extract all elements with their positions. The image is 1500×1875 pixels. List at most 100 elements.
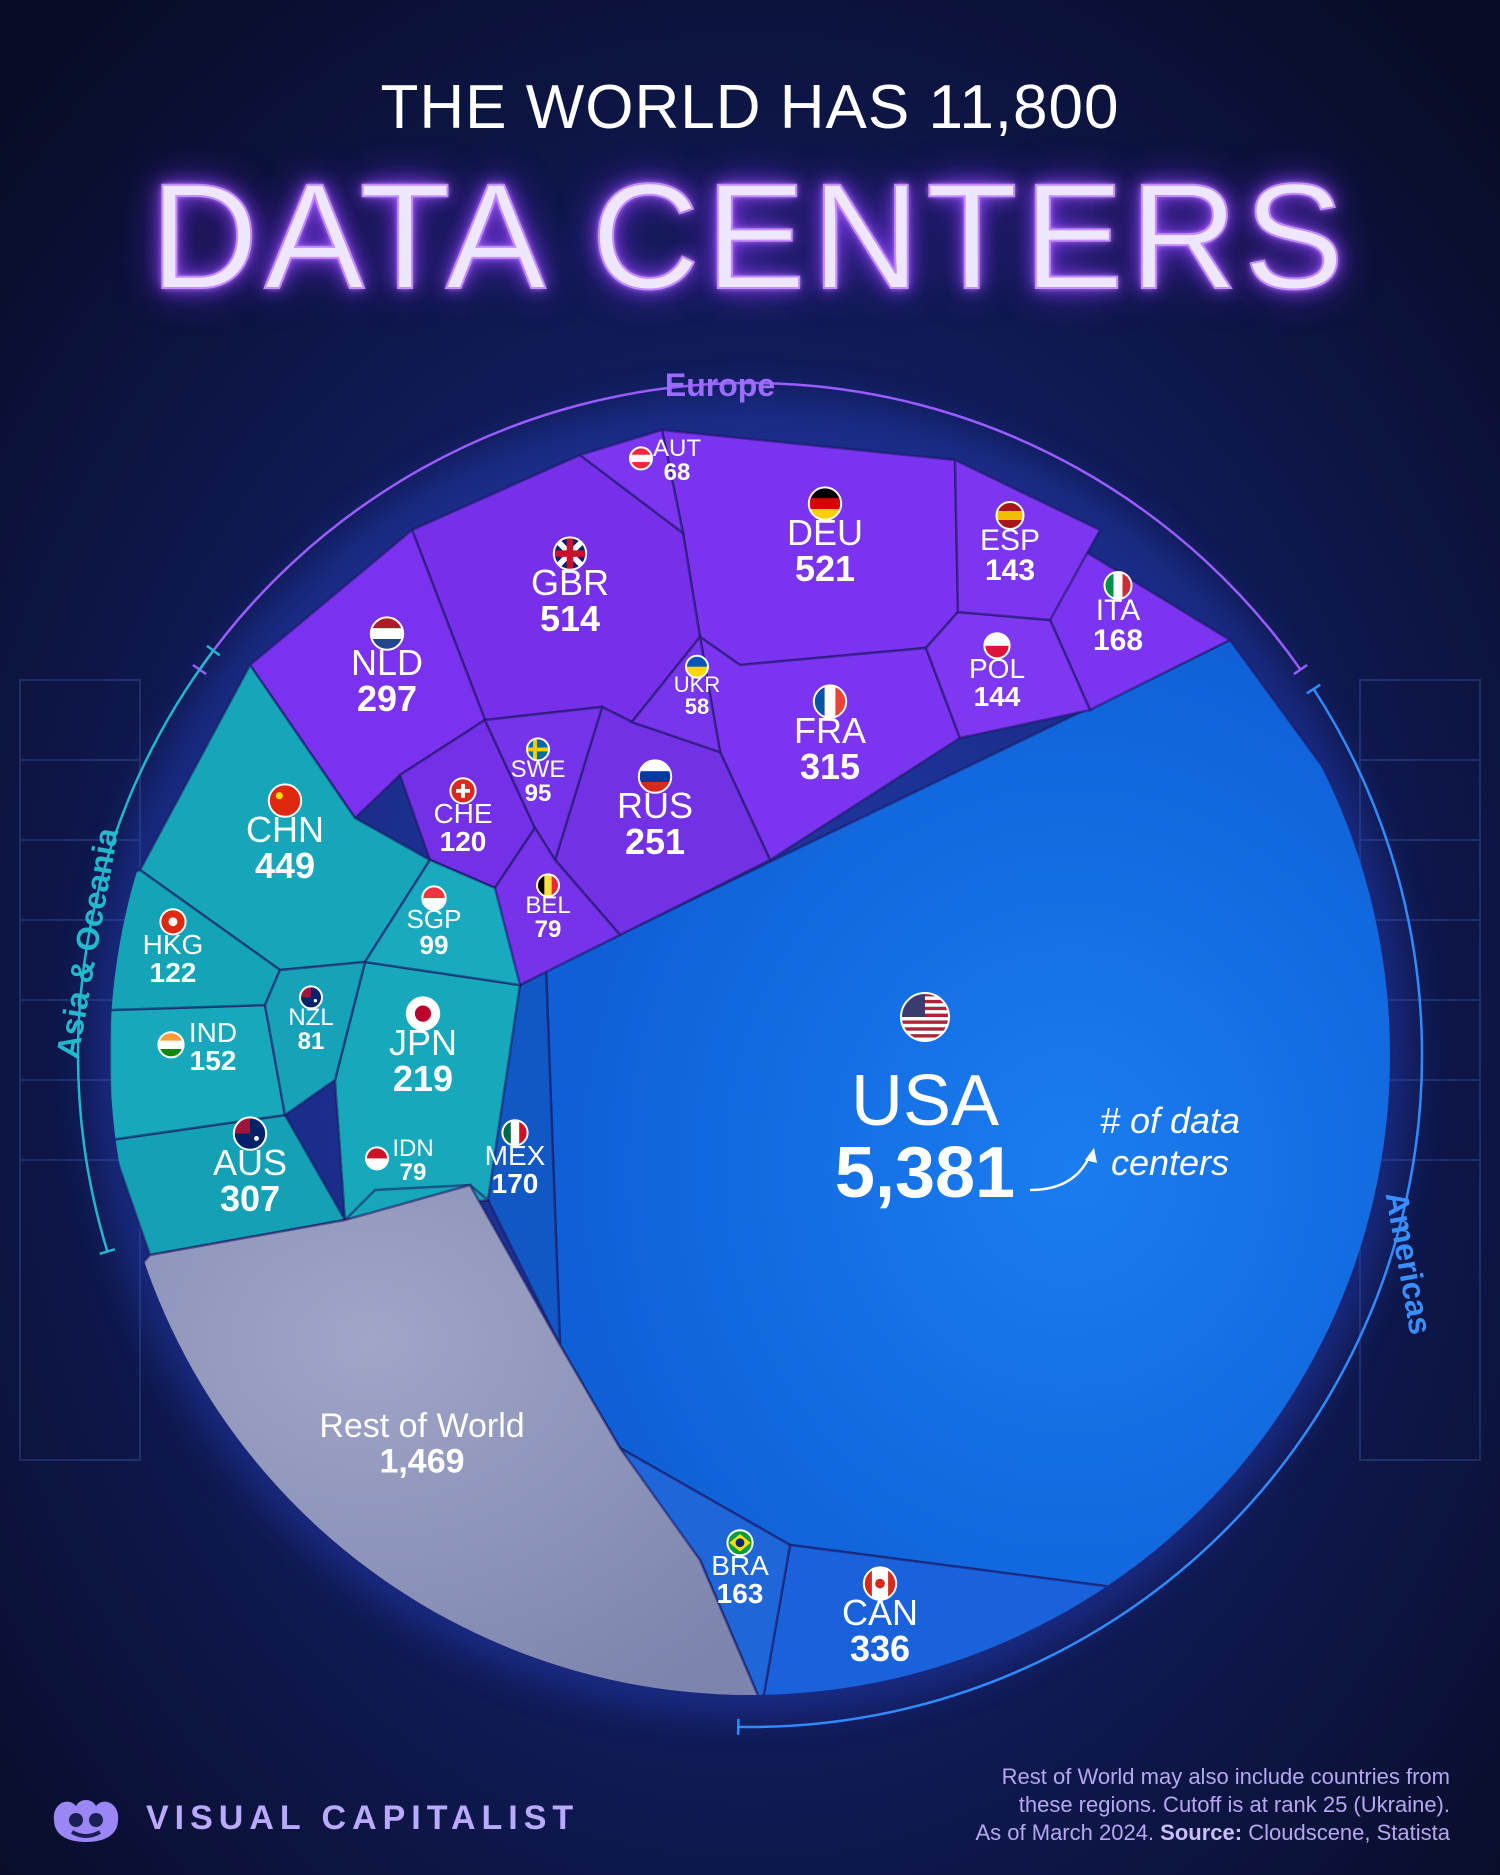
germany-flag-icon — [807, 486, 843, 521]
switzerland-flag-icon — [449, 777, 477, 805]
us-flag-icon — [900, 992, 950, 1042]
hong-kong-flag-icon — [159, 908, 187, 936]
label-value-ind: 152 — [190, 1045, 237, 1076]
cell-aut — [577, 428, 685, 536]
label-code-rus: RUS — [617, 785, 693, 826]
label-code-gbr: GBR — [531, 562, 609, 603]
label-value-hkg: 122 — [150, 957, 197, 988]
label-value-bel: 79 — [535, 916, 562, 943]
japan-flag-icon — [405, 996, 441, 1031]
australia-flag-icon — [232, 1116, 268, 1151]
canada-flag-icon — [862, 1566, 898, 1601]
label-value-nzl: 81 — [298, 1028, 325, 1055]
footnote-line-2: these regions. Cutoff is at rank 25 (Ukr… — [1018, 1792, 1450, 1817]
label-code-hkg: HKG — [143, 929, 204, 960]
singapore-flag-icon — [421, 885, 447, 911]
label-value-sgp: 99 — [420, 930, 449, 960]
label-code-ita: ITA — [1096, 594, 1140, 627]
region-arc-asia-oceania — [76, 649, 215, 1252]
cell-sgp — [362, 858, 522, 987]
label-code-sgp: SGP — [407, 904, 462, 934]
footnote: Rest of World may also include countries… — [890, 1763, 1451, 1847]
label-value-rus: 251 — [625, 821, 685, 862]
label-value-pol: 144 — [974, 681, 1021, 712]
cell-esp — [953, 457, 1102, 622]
label-value-rest-of-world: 1,469 — [379, 1443, 464, 1481]
annotation-line-2: centers — [1111, 1142, 1229, 1183]
label-code-pol: POL — [969, 653, 1025, 684]
uk-flag-icon — [552, 536, 588, 571]
footnote-line-3: As of March 2024. Source: Cloudscene, St… — [890, 1819, 1451, 1847]
label-code-ind: IND — [189, 1017, 237, 1048]
italy-flag-icon — [1103, 571, 1133, 600]
label-code-aus: AUS — [213, 1142, 287, 1183]
label-value-chn: 449 — [255, 845, 315, 886]
russia-flag-icon — [637, 759, 673, 794]
label-value-gbr: 514 — [540, 598, 600, 639]
label-value-jpn: 219 — [393, 1058, 453, 1099]
title-top: THE WORLD HAS 11,800 — [380, 73, 1120, 142]
label-code-ukr: UKR — [674, 672, 720, 697]
label-code-mex: MEX — [485, 1140, 546, 1171]
label-value-aus: 307 — [220, 1178, 280, 1219]
poland-flag-icon — [983, 632, 1011, 660]
belgium-flag-icon — [536, 873, 560, 898]
annotation-line-1: # of data — [1100, 1100, 1240, 1141]
france-flag-icon — [812, 684, 848, 719]
cell-nzl — [263, 960, 367, 1118]
label-value-deu: 521 — [795, 548, 855, 589]
label-code-deu: DEU — [787, 512, 863, 553]
india-flag-icon — [157, 1031, 185, 1059]
cell-pol — [924, 610, 1092, 740]
label-value-ita: 168 — [1093, 624, 1143, 657]
region-arc-americas — [738, 688, 1424, 1729]
label-code-can: CAN — [842, 1592, 918, 1633]
brazil-flag-icon — [726, 1529, 754, 1557]
label-code-chn: CHN — [246, 809, 324, 850]
mexico-flag-icon — [501, 1119, 529, 1147]
label-code-bel: BEL — [525, 892, 570, 919]
sweden-flag-icon — [526, 737, 550, 762]
footnote-date: As of March 2024. — [975, 1820, 1155, 1845]
ukraine-flag-icon — [685, 654, 709, 679]
label-value-esp: 143 — [985, 554, 1035, 587]
label-code-nzl: NZL — [288, 1004, 333, 1031]
label-code-nld: NLD — [351, 642, 423, 683]
label-value-can: 336 — [850, 1628, 910, 1669]
label-code-swe: SWE — [511, 756, 566, 783]
annotation-arrowhead-icon — [1085, 1148, 1097, 1163]
label-value-aut: 68 — [664, 459, 691, 486]
region-label-europe: Europe — [665, 367, 775, 403]
brand-name: VISUAL CAPITALIST — [146, 1798, 580, 1837]
label-value-mex: 170 — [492, 1168, 539, 1199]
label-code-aut: AUT — [653, 435, 701, 462]
austria-flag-icon — [629, 446, 653, 471]
region-arc-europe — [198, 381, 1302, 671]
footnote-line-1: Rest of World may also include countries… — [1001, 1764, 1450, 1789]
cell-bel — [426, 825, 622, 987]
label-value-che: 120 — [440, 826, 487, 857]
netherlands-flag-icon — [369, 616, 405, 651]
footnote-source-label: Source: — [1160, 1820, 1243, 1845]
indonesia-flag-icon — [365, 1146, 389, 1171]
label-code-che: CHE — [433, 798, 492, 829]
label-value-bra: 163 — [717, 1578, 764, 1609]
footnote-source: Cloudscene, Statista — [1248, 1820, 1450, 1845]
region-label-americas: Americas — [1379, 1189, 1439, 1337]
annotation-arrow-icon — [1029, 1154, 1092, 1192]
new-zealand-flag-icon — [299, 985, 323, 1010]
label-value-idn: 79 — [400, 1159, 427, 1186]
brand: VISUAL CAPITALIST — [48, 1788, 579, 1848]
spain-flag-icon — [995, 501, 1025, 530]
label-value-ukr: 58 — [685, 694, 709, 719]
label-code-bra: BRA — [711, 1550, 769, 1581]
visual-capitalist-logo-icon — [53, 1800, 119, 1842]
label-value-usa: 5,381 — [835, 1133, 1015, 1213]
label-value-nld: 297 — [357, 678, 417, 719]
label-value-swe: 95 — [525, 780, 552, 807]
label-code-esp: ESP — [980, 524, 1040, 557]
label-value-fra: 315 — [800, 746, 860, 787]
title-main: DATA CENTERS — [149, 151, 1350, 321]
